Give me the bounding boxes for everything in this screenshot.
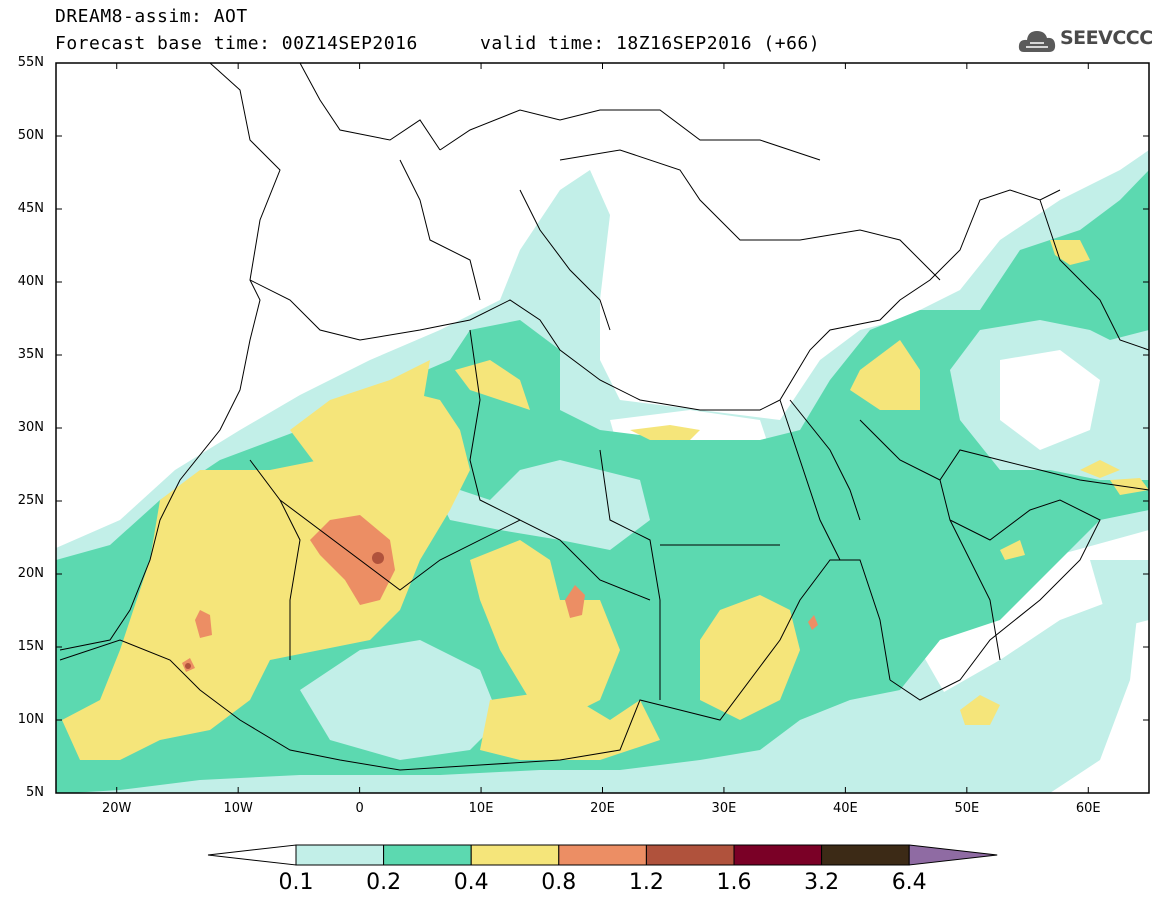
lat-label: 55N xyxy=(17,55,44,70)
colorbar-segment xyxy=(383,844,472,866)
lon-label: 10E xyxy=(468,801,494,816)
lat-label: 15N xyxy=(17,639,44,654)
colorbar-segment xyxy=(645,844,735,866)
aot-band-1.2 xyxy=(372,552,384,564)
colorbar-level-label: 0.4 xyxy=(453,870,489,895)
lat-label: 10N xyxy=(17,712,44,727)
colorbar-level-label: 1.6 xyxy=(716,870,752,895)
lat-label: 20N xyxy=(17,566,44,581)
forecast-base-time: Forecast base time: 00Z14SEP2016 xyxy=(55,33,418,54)
colorbar-segment xyxy=(558,844,647,866)
lon-label: 10W xyxy=(223,801,253,816)
lat-label: 40N xyxy=(17,274,44,289)
colorbar-level-label: 1.2 xyxy=(628,870,664,895)
colorbar-segment xyxy=(295,844,385,866)
lon-label: 20W xyxy=(102,801,132,816)
colorbar-level-label: 6.4 xyxy=(891,870,927,895)
colorbar-arrow-low xyxy=(207,844,297,866)
colorbar-segment xyxy=(470,844,560,866)
colorbar-level-label: 0.8 xyxy=(541,870,577,895)
colorbar-level-label: 0.1 xyxy=(278,870,314,895)
lon-label: 30E xyxy=(711,801,737,816)
lat-label: 50N xyxy=(17,128,44,143)
colorbar-arrow-high xyxy=(908,844,998,866)
colorbar-segment xyxy=(821,844,910,866)
lon-label: 0 xyxy=(355,801,364,816)
aot-band-0.4 xyxy=(62,390,470,760)
map-title: DREAM8-assim: AOT xyxy=(55,6,248,27)
lat-label: 45N xyxy=(17,201,44,216)
seevccc-logo-text: SEEVCCC xyxy=(1060,27,1153,49)
cloud-logo-icon xyxy=(1018,31,1056,52)
aot-band-0.1c xyxy=(1000,350,1100,450)
lat-label: 30N xyxy=(17,420,44,435)
lon-label: 50E xyxy=(954,801,980,816)
lon-label: 40E xyxy=(832,801,858,816)
coastlines-borders xyxy=(59,63,1149,771)
aot-shading xyxy=(56,63,1149,793)
lon-label: 60E xyxy=(1075,801,1101,816)
valid-time: valid time: 18Z16SEP2016 (+66) xyxy=(480,33,821,54)
lon-label: 20E xyxy=(590,801,615,816)
colorbar-level-label: 0.2 xyxy=(366,870,402,895)
colorbar xyxy=(207,844,998,866)
lat-label: 35N xyxy=(17,347,44,362)
lat-label: 5N xyxy=(26,785,44,800)
lat-label: 25N xyxy=(17,493,44,508)
aot-band-0.8 xyxy=(310,515,395,605)
colorbar-segment xyxy=(733,844,823,866)
axis-ticks xyxy=(56,62,1149,794)
colorbar-level-label: 3.2 xyxy=(804,870,840,895)
